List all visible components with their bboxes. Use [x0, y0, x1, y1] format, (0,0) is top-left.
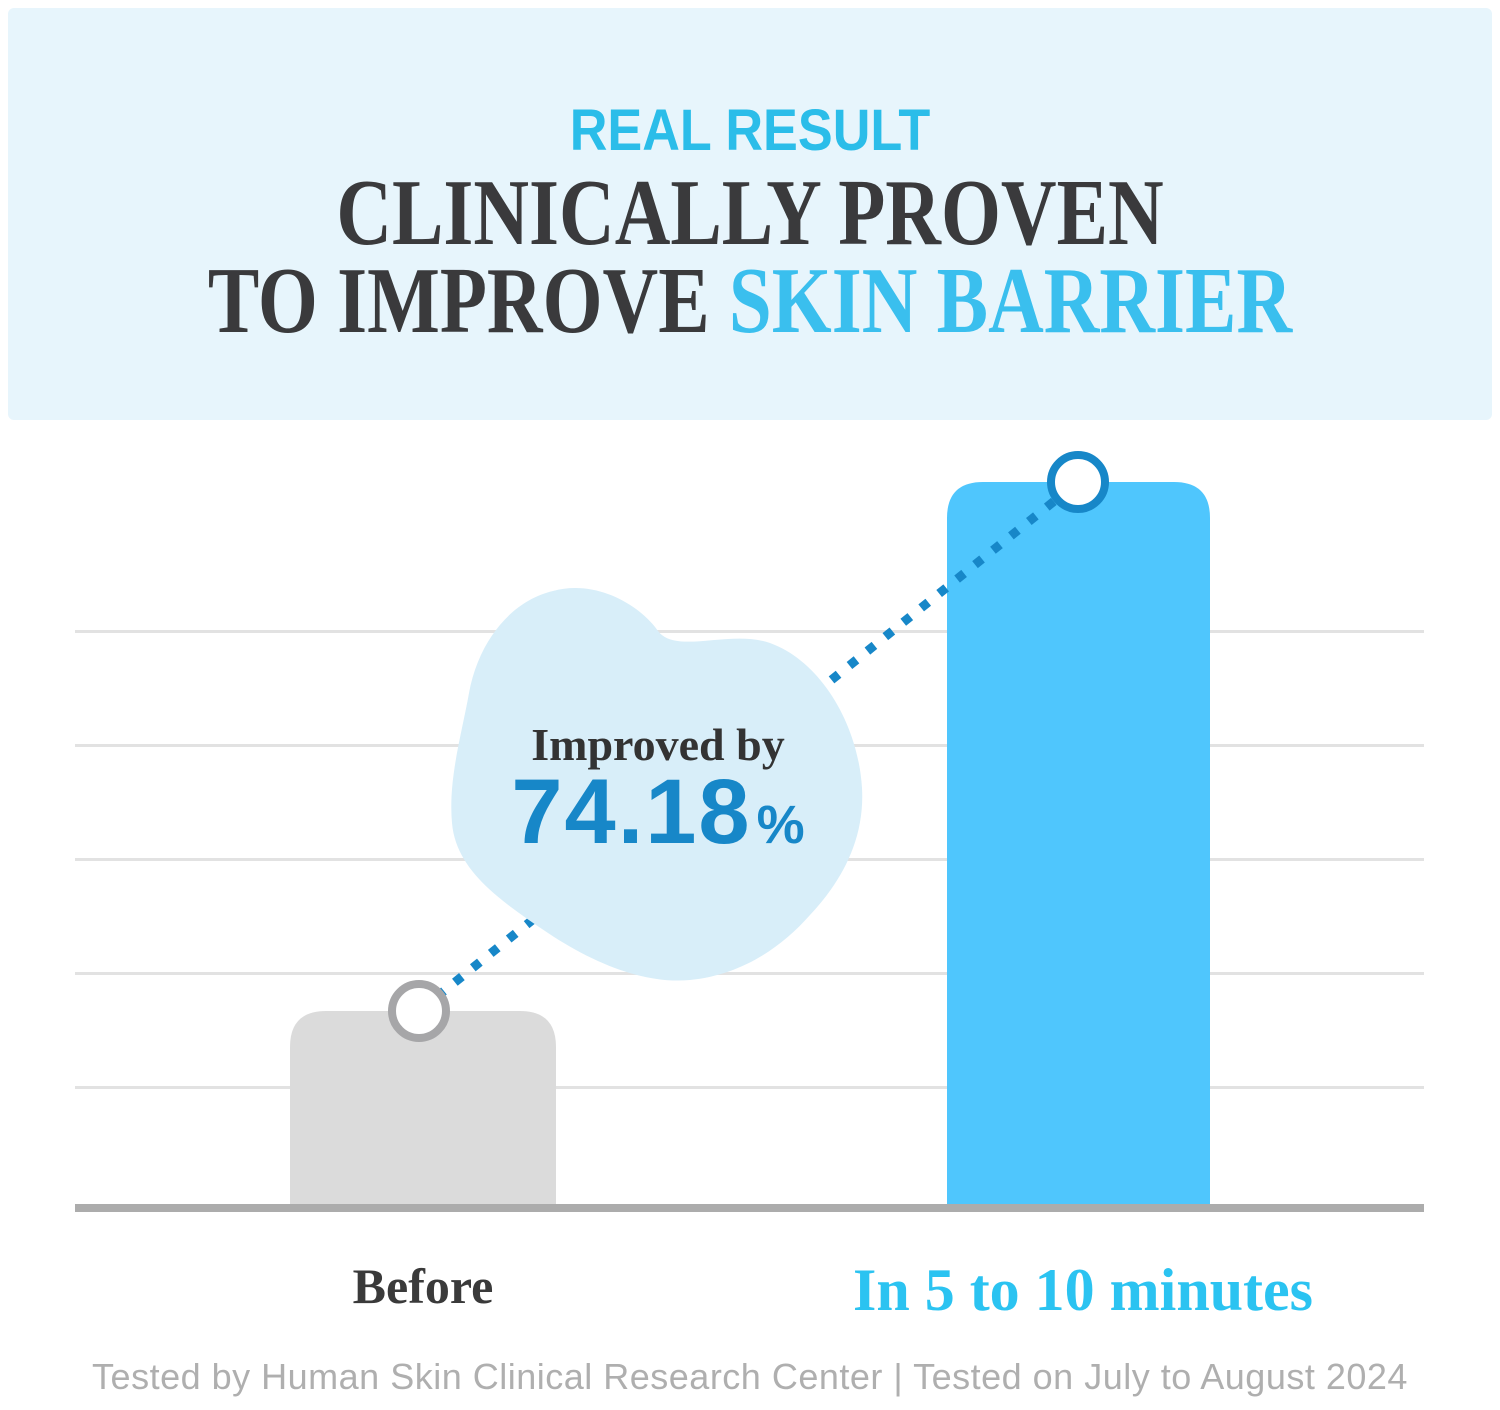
footer-note: Tested by Human Skin Clinical Research C…	[92, 1356, 1408, 1397]
highlight-blob	[451, 587, 863, 981]
blob-caption: Improved by	[531, 719, 785, 770]
category-label-before: Before	[352, 1258, 494, 1314]
gridline	[75, 1086, 1424, 1089]
marker-before-circle	[388, 980, 450, 1042]
blob-shape	[451, 587, 863, 981]
x-axis-line	[75, 1204, 1424, 1212]
blob-percentage: 74.18%	[448, 762, 868, 889]
headline-line1: CLINICALLY PROVEN	[336, 161, 1164, 265]
headline-line2-dark: TO IMPROVE	[207, 249, 729, 353]
category-label-after: In 5 to 10 minutes	[852, 1257, 1314, 1323]
bar-after	[947, 482, 1210, 1204]
header-panel: REAL RESULT CLINICALLY PROVEN TO IMPROVE…	[8, 8, 1492, 420]
bar-before	[290, 1011, 556, 1204]
headline-line2-accent: SKIN BARRIER	[728, 249, 1293, 353]
headline-line2: TO IMPROVE SKIN BARRIER	[142, 254, 1359, 348]
gridline	[75, 630, 1424, 633]
eyebrow-text: REAL RESULT	[569, 98, 931, 163]
percent-sign: %	[756, 795, 805, 855]
marker-after-circle	[1047, 451, 1109, 513]
improvement-value: 74.18	[511, 761, 752, 863]
gridline	[75, 972, 1424, 975]
